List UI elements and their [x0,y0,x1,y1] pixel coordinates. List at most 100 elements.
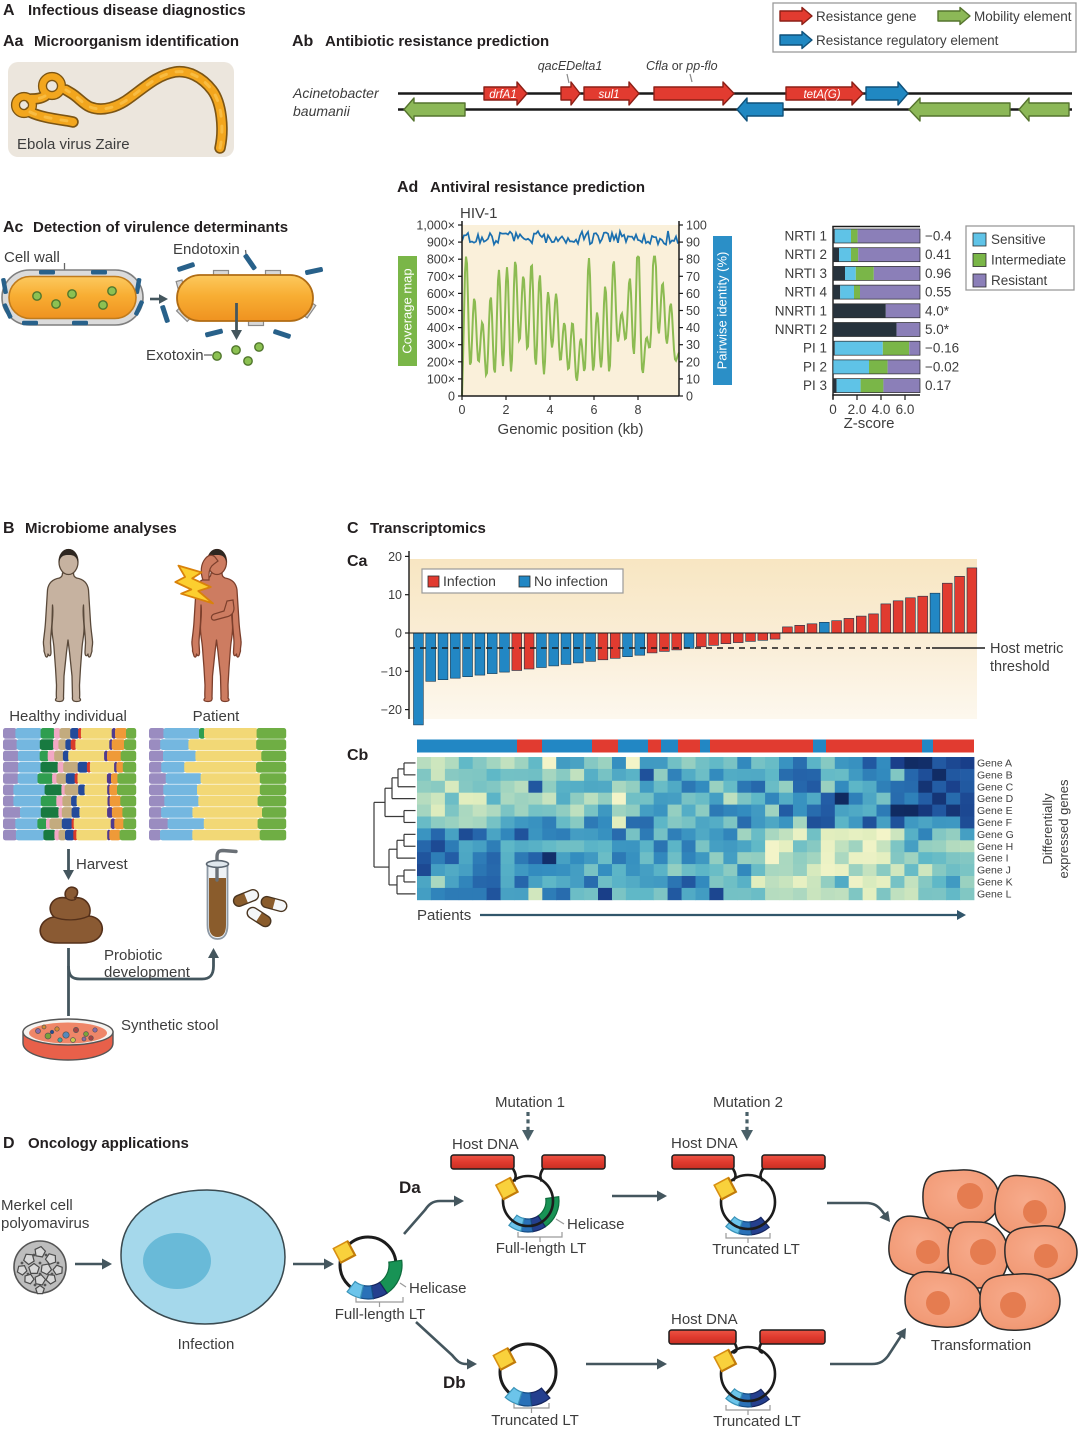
svg-text:10: 10 [388,588,402,602]
svg-text:Ebola virus Zaire: Ebola virus Zaire [17,136,130,153]
svg-text:Coverage map: Coverage map [400,268,415,353]
svg-text:Mutation 1: Mutation 1 [495,1094,565,1111]
svg-text:0.17: 0.17 [925,378,951,393]
svg-text:Gene L: Gene L [977,888,1012,900]
svg-text:4: 4 [547,403,554,417]
svg-text:700×: 700× [427,270,455,284]
svg-text:Infection: Infection [443,573,496,589]
svg-text:Host metric: Host metric [990,641,1063,657]
svg-text:Host DNA: Host DNA [671,1135,738,1152]
svg-text:Cfla or pp-flo: Cfla or pp-flo [646,59,718,73]
svg-text:0: 0 [829,402,837,417]
svg-text:Harvest: Harvest [76,856,129,873]
svg-text:600×: 600× [427,287,455,301]
svg-text:800×: 800× [427,253,455,267]
svg-text:Host DNA: Host DNA [452,1136,519,1153]
svg-text:Antiviral resistance predictio: Antiviral resistance prediction [430,179,645,196]
svg-text:threshold: threshold [990,659,1050,675]
svg-text:Transformation: Transformation [931,1337,1031,1354]
svg-text:Resistance gene: Resistance gene [816,9,917,24]
svg-text:Oncology applications: Oncology applications [28,1135,189,1152]
svg-text:50: 50 [686,304,700,318]
svg-text:Ac: Ac [3,219,24,236]
svg-text:Host DNA: Host DNA [671,1311,738,1328]
svg-text:Mutation 2: Mutation 2 [713,1094,783,1111]
svg-text:4.0*: 4.0* [925,303,950,318]
svg-text:Gene D: Gene D [977,793,1014,805]
svg-text:0.96: 0.96 [925,266,951,281]
svg-text:Ab: Ab [292,33,314,50]
svg-text:Differentially: Differentially [1040,793,1055,865]
svg-text:0.41: 0.41 [925,247,951,262]
svg-text:NRTI 1: NRTI 1 [784,229,827,244]
svg-text:300×: 300× [427,338,455,352]
svg-text:500×: 500× [427,304,455,318]
svg-text:Ca: Ca [347,553,368,570]
svg-text:Full-length LT: Full-length LT [335,1306,426,1323]
svg-text:−0.02: −0.02 [925,359,959,374]
svg-text:60: 60 [686,287,700,301]
svg-text:Detection of virulence determi: Detection of virulence determinants [33,219,288,236]
svg-text:Gene E: Gene E [977,805,1013,817]
svg-text:5.0*: 5.0* [925,322,950,337]
svg-text:Truncated LT: Truncated LT [491,1412,579,1428]
svg-text:Da: Da [399,1178,421,1197]
svg-text:Resistant: Resistant [991,273,1048,288]
svg-text:6: 6 [591,403,598,417]
svg-text:Infection: Infection [178,1336,235,1353]
svg-text:A: A [3,2,15,19]
svg-text:0: 0 [395,627,402,641]
svg-text:0: 0 [686,390,693,404]
svg-text:Endotoxin: Endotoxin [173,241,240,258]
svg-text:Helicase: Helicase [409,1280,467,1297]
svg-text:NRTI 4: NRTI 4 [784,285,827,300]
svg-text:baumanii: baumanii [293,103,351,119]
svg-text:Truncated LT: Truncated LT [713,1413,801,1428]
svg-text:Gene G: Gene G [977,829,1014,841]
svg-text:200×: 200× [427,355,455,369]
svg-text:Db: Db [443,1373,466,1392]
svg-text:Merkel cell: Merkel cell [1,1197,73,1214]
svg-text:10: 10 [686,372,700,386]
svg-text:development: development [104,964,191,981]
svg-text:2.0: 2.0 [848,402,867,417]
svg-text:400×: 400× [427,321,455,335]
svg-text:Sensitive: Sensitive [991,232,1046,247]
svg-text:0: 0 [459,403,466,417]
svg-text:PI 1: PI 1 [803,341,827,356]
svg-text:Healthy individual: Healthy individual [9,708,127,725]
svg-text:900×: 900× [427,236,455,250]
svg-text:4.0: 4.0 [872,402,891,417]
svg-text:expressed genes: expressed genes [1056,779,1071,879]
svg-text:Probiotic: Probiotic [104,947,163,964]
svg-text:NRTI 3: NRTI 3 [784,266,827,281]
svg-text:80: 80 [686,253,700,267]
svg-text:Cb: Cb [347,747,369,764]
svg-text:−0.16: −0.16 [925,341,959,356]
svg-text:100: 100 [686,219,707,233]
svg-text:Truncated LT: Truncated LT [712,1241,800,1258]
svg-text:Resistance regulatory element: Resistance regulatory element [816,33,999,48]
svg-text:6.0: 6.0 [896,402,915,417]
svg-text:70: 70 [686,270,700,284]
svg-text:Gene H: Gene H [977,841,1013,853]
svg-text:Antibiotic resistance predicti: Antibiotic resistance prediction [325,33,549,50]
svg-text:D: D [3,1135,15,1152]
svg-text:Helicase: Helicase [567,1216,625,1233]
svg-text:8: 8 [635,403,642,417]
svg-text:20: 20 [686,355,700,369]
svg-text:Patients: Patients [417,907,471,924]
svg-text:Gene B: Gene B [977,769,1013,781]
svg-text:tetA(G): tetA(G) [803,89,840,101]
svg-text:90: 90 [686,236,700,250]
svg-text:Full-length LT: Full-length LT [496,1240,587,1257]
svg-text:2: 2 [503,403,510,417]
svg-text:No infection: No infection [534,573,608,589]
svg-text:40: 40 [686,321,700,335]
svg-text:Intermediate: Intermediate [991,253,1066,268]
svg-text:Mobility element: Mobility element [974,9,1072,24]
svg-text:Microbiome analyses: Microbiome analyses [25,520,177,537]
svg-text:PI 3: PI 3 [803,378,827,393]
svg-text:qacEDelta1: qacEDelta1 [538,59,603,73]
svg-text:sul1: sul1 [598,89,619,101]
